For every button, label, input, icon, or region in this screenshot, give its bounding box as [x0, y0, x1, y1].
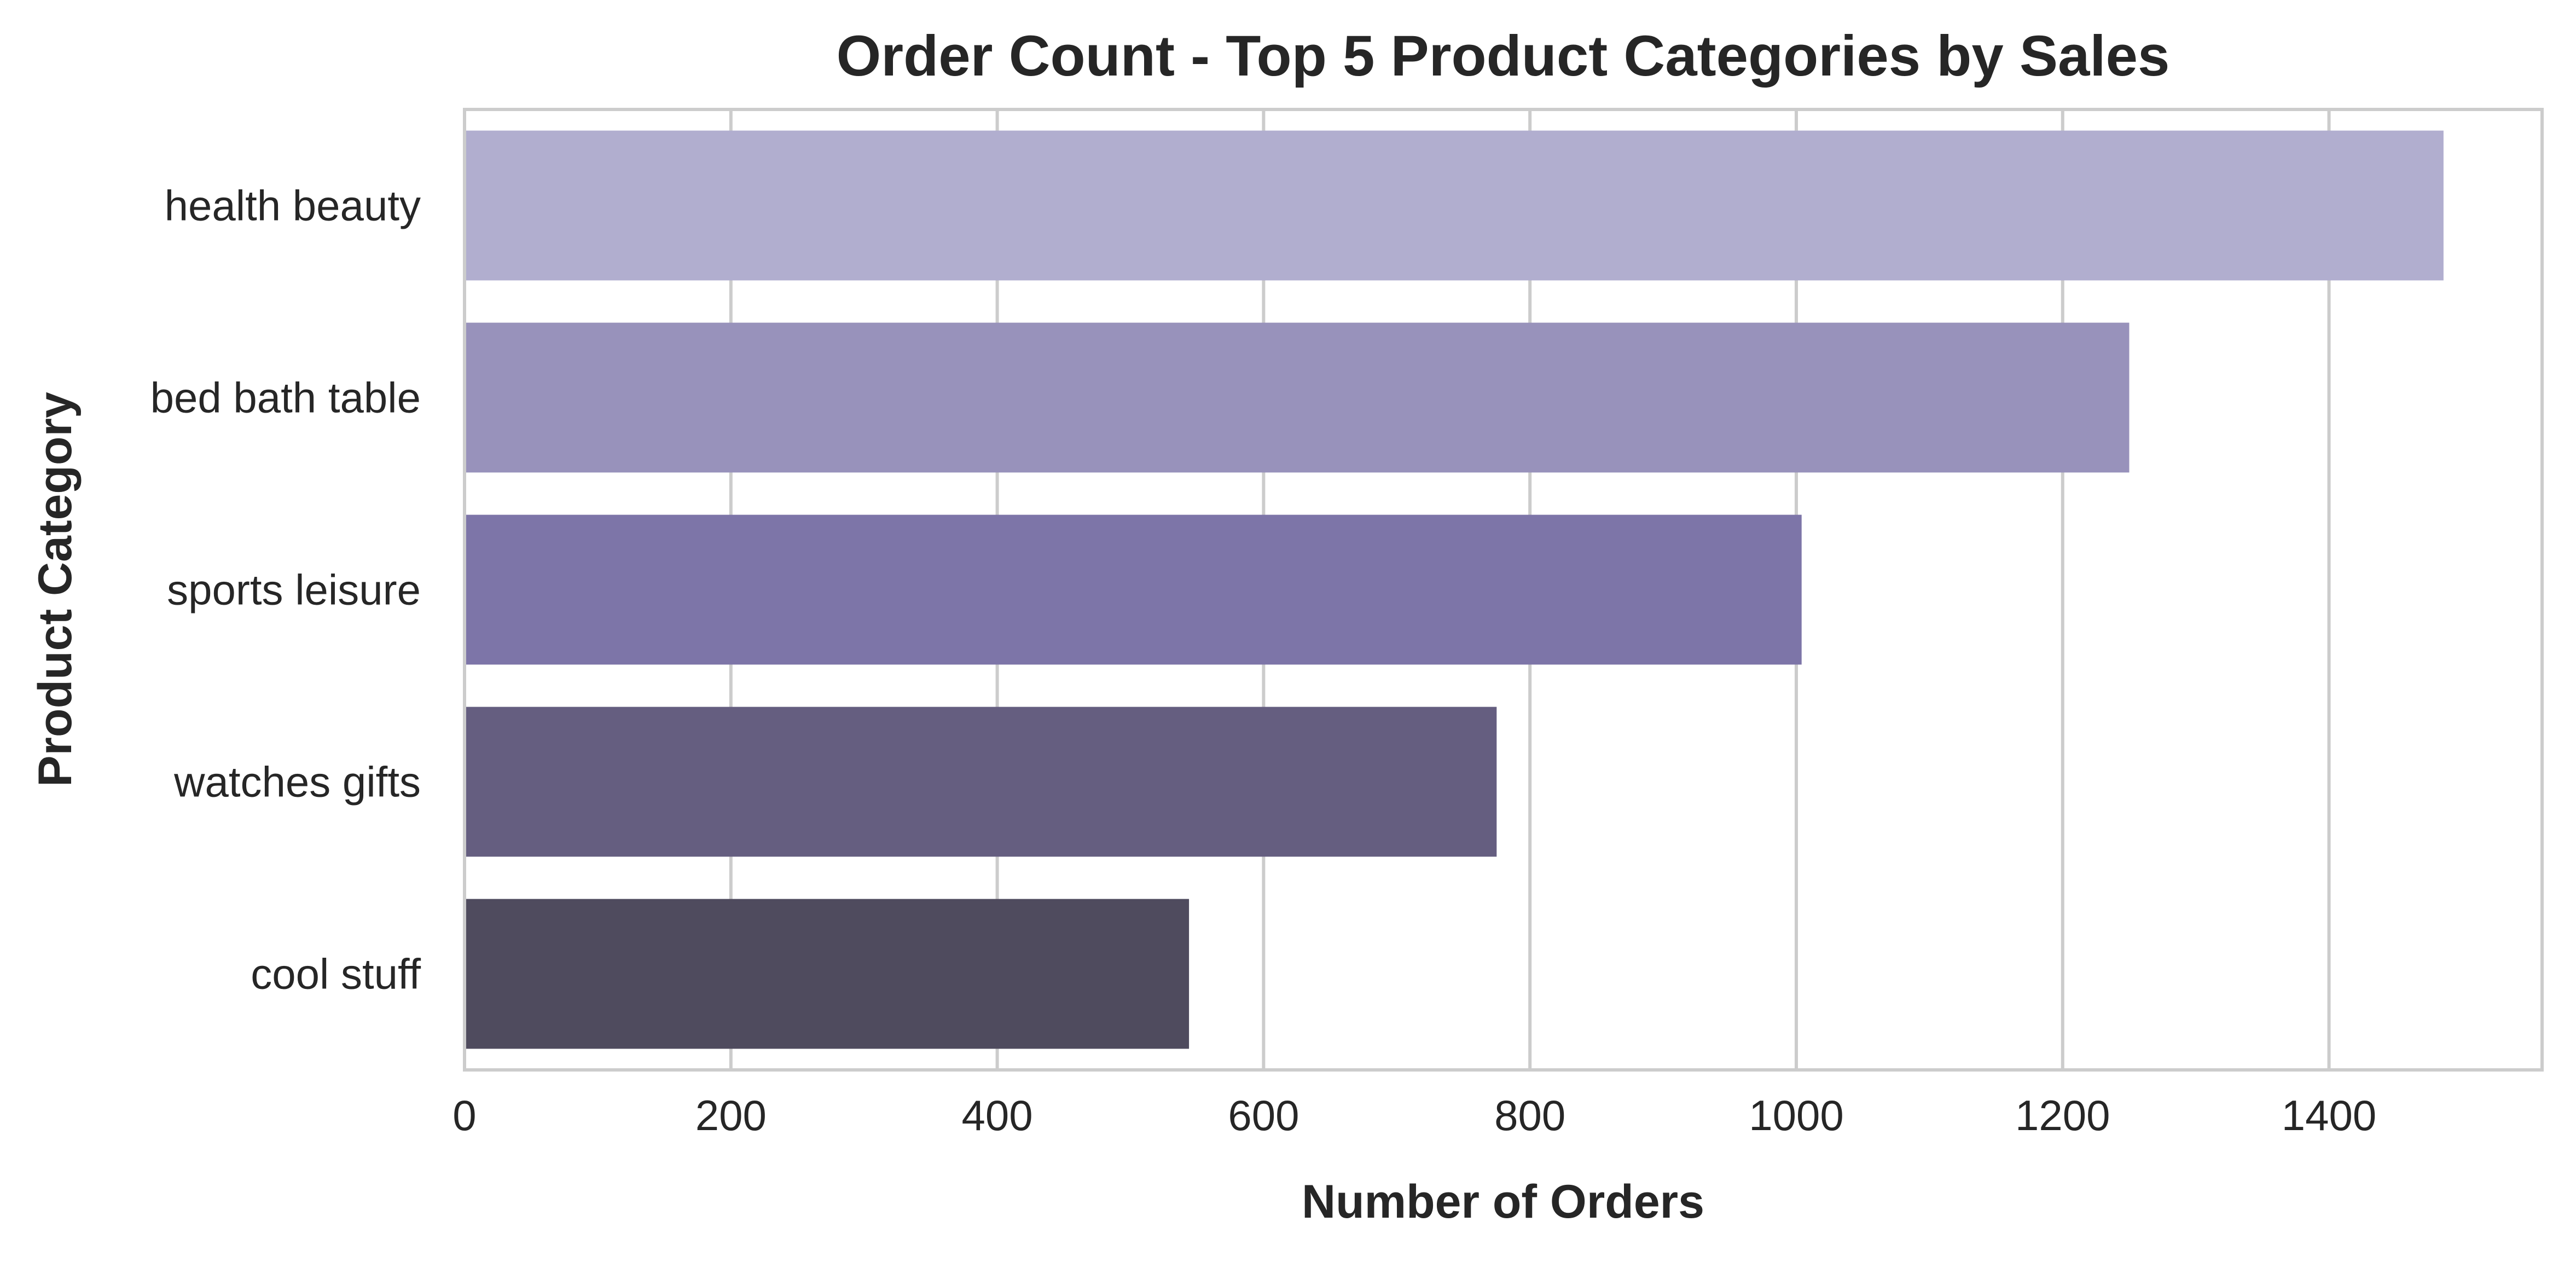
- x-tick-label: 600: [1228, 1091, 1299, 1139]
- bar-cool-stuff: [465, 899, 1190, 1049]
- x-tick-label: 1200: [2015, 1091, 2110, 1139]
- x-tick-label: 400: [962, 1091, 1033, 1139]
- bar-sports-leisure: [465, 514, 1802, 665]
- y-tick-label: health beauty: [165, 182, 421, 230]
- x-tick-label: 1000: [1749, 1091, 1844, 1139]
- y-tick-label: sports leisure: [167, 566, 421, 614]
- bar-watches-gifts: [465, 707, 1497, 857]
- y-tick-label: bed bath table: [150, 374, 421, 422]
- bar-health-beauty: [465, 130, 2444, 281]
- plot-frame: [463, 108, 2544, 1072]
- chart-title: Order Count - Top 5 Product Categories b…: [837, 24, 2170, 88]
- y-tick-label: cool stuff: [251, 950, 421, 998]
- x-axis-label: Number of Orders: [1302, 1176, 1704, 1228]
- x-tick-label: 1400: [2282, 1091, 2377, 1139]
- x-tick-label: 0: [452, 1091, 476, 1139]
- y-tick-labels: health beauty bed bath table sports leisur…: [150, 182, 421, 998]
- y-tick-label: watches gifts: [173, 758, 421, 806]
- x-tick-label: 200: [695, 1091, 767, 1139]
- y-axis-label: Product Category: [29, 392, 82, 787]
- bars: [465, 130, 2444, 1049]
- bar-bed-bath-table: [465, 322, 2130, 473]
- x-tick-labels: 0 200 400 600 800 1000 1200 1400: [452, 1091, 2376, 1139]
- x-tick-label: 800: [1494, 1091, 1565, 1139]
